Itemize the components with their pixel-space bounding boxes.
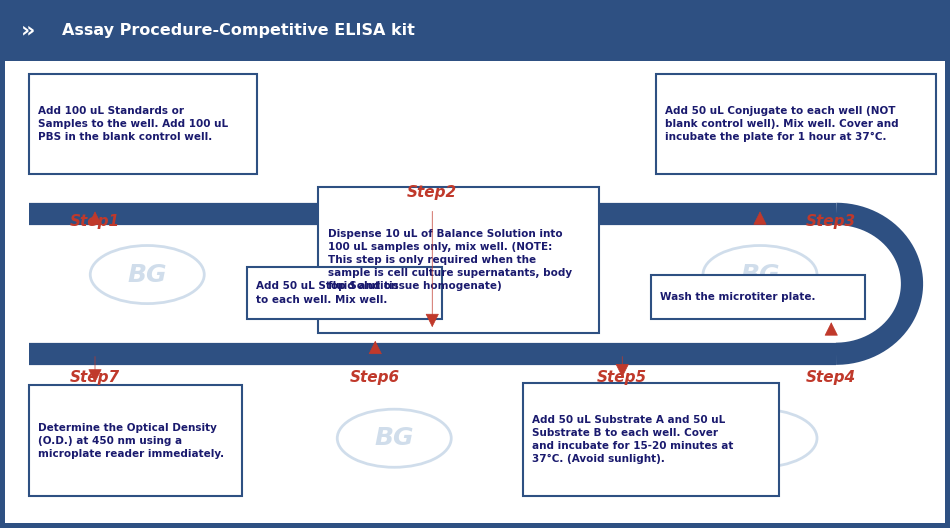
- FancyBboxPatch shape: [247, 267, 442, 319]
- Text: Add 50 uL Conjugate to each well (NOT
blank control well). Mix well. Cover and
i: Add 50 uL Conjugate to each well (NOT bl…: [665, 106, 899, 143]
- FancyBboxPatch shape: [5, 0, 879, 61]
- Text: Step4: Step4: [807, 370, 856, 385]
- Text: BG: BG: [127, 426, 167, 450]
- Text: Add 100 uL Standards or
Samples to the well. Add 100 uL
PBS in the blank control: Add 100 uL Standards or Samples to the w…: [38, 106, 228, 142]
- FancyBboxPatch shape: [522, 383, 779, 496]
- FancyBboxPatch shape: [656, 74, 936, 174]
- Text: Step5: Step5: [598, 370, 647, 385]
- FancyBboxPatch shape: [318, 187, 598, 333]
- Text: Step1: Step1: [70, 214, 120, 229]
- Text: BG: BG: [374, 426, 414, 450]
- Text: BG: BG: [740, 426, 780, 450]
- Polygon shape: [879, 0, 907, 61]
- Text: Dispense 10 uL of Balance Solution into
100 uL samples only, mix well. (NOTE:
Th: Dispense 10 uL of Balance Solution into …: [328, 229, 572, 291]
- Text: Step6: Step6: [351, 370, 400, 385]
- FancyBboxPatch shape: [28, 74, 256, 174]
- Text: BG: BG: [127, 262, 167, 287]
- Text: Add 50 uL Stop Solution
to each well. Mix well.: Add 50 uL Stop Solution to each well. Mi…: [256, 281, 399, 305]
- FancyBboxPatch shape: [28, 385, 242, 496]
- Text: BG: BG: [427, 262, 466, 287]
- FancyBboxPatch shape: [651, 275, 864, 319]
- Text: BG: BG: [740, 262, 780, 287]
- Text: »: »: [21, 21, 35, 40]
- FancyBboxPatch shape: [5, 61, 945, 523]
- Text: Step7: Step7: [70, 370, 120, 385]
- Text: Step3: Step3: [807, 214, 856, 229]
- Text: Determine the Optical Density
(O.D.) at 450 nm using a
microplate reader immedia: Determine the Optical Density (O.D.) at …: [38, 423, 224, 459]
- Text: Add 50 uL Substrate A and 50 uL
Substrate B to each well. Cover
and incubate for: Add 50 uL Substrate A and 50 uL Substrat…: [532, 414, 733, 465]
- Text: Assay Procedure-Competitive ELISA kit: Assay Procedure-Competitive ELISA kit: [62, 23, 414, 38]
- Text: Step2: Step2: [408, 185, 457, 200]
- Text: Wash the microtiter plate.: Wash the microtiter plate.: [660, 292, 816, 302]
